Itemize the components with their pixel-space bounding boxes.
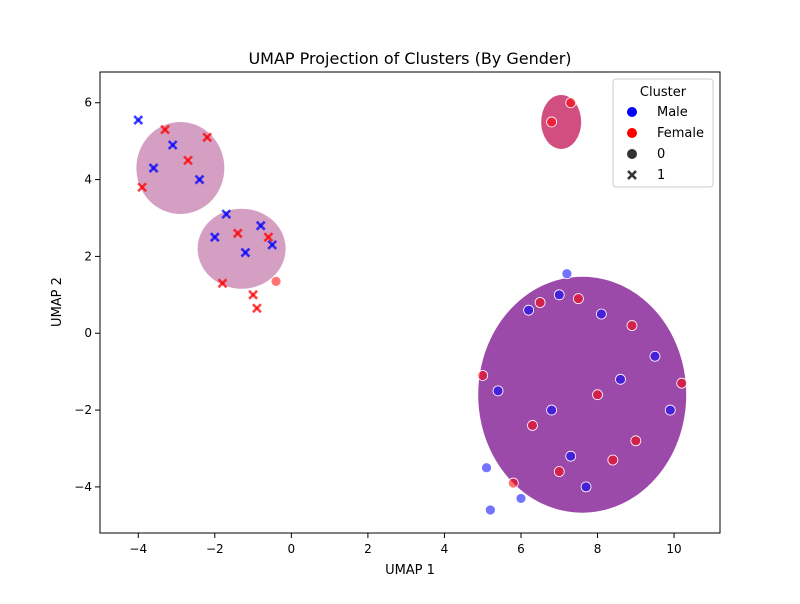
legend-marker-style-1: [627, 170, 637, 180]
data-point-female-cluster-0: [676, 377, 688, 389]
data-point-female-cluster-0: [553, 466, 565, 477]
data-point-male-cluster-1: [240, 247, 251, 258]
y-tick-label: −2: [74, 403, 92, 417]
data-point-female-cluster-0: [630, 435, 642, 447]
data-point-male-cluster-1: [148, 163, 159, 173]
data-point-male-cluster-0: [546, 404, 558, 416]
x-tick-label: 0: [288, 542, 296, 556]
y-tick-label: 0: [84, 326, 92, 340]
data-point-male-cluster-1: [209, 232, 220, 243]
x-tick-label: 2: [364, 542, 372, 556]
data-point-male-cluster-0: [481, 462, 492, 474]
legend-marker-female: [627, 128, 637, 138]
data-point-male-cluster-0: [484, 504, 496, 516]
data-point-female-cluster-1: [137, 182, 148, 193]
legend-label-female: Female: [657, 126, 704, 141]
x-tick-label: −2: [206, 542, 224, 556]
legend-label-male: Male: [657, 105, 688, 120]
data-point-female-cluster-0: [477, 370, 489, 381]
data-point-male-cluster-0: [515, 493, 527, 504]
x-tick-label: 8: [594, 542, 602, 556]
data-point-male-cluster-1: [221, 209, 232, 220]
y-tick-label: 2: [84, 249, 92, 263]
data-point-female-cluster-1: [251, 303, 262, 314]
y-tick-label: 4: [84, 173, 92, 187]
data-point-male-cluster-0: [492, 385, 504, 397]
data-points: [133, 97, 688, 516]
data-point-female-cluster-1: [263, 232, 274, 243]
data-point-male-cluster-1: [255, 220, 266, 231]
legend: Cluster Male Female 0 1: [612, 78, 714, 188]
legend-title: Cluster: [640, 85, 687, 100]
cluster-0-small-cloud: [541, 94, 582, 149]
data-point-male-cluster-0: [615, 373, 626, 385]
y-tick-label: −4: [74, 480, 92, 494]
legend-marker-style-0: [627, 149, 637, 159]
data-point-male-cluster-0: [595, 308, 607, 320]
density-clouds: [136, 94, 687, 513]
x-axis-label: UMAP 1: [385, 563, 435, 578]
data-point-male-cluster-1: [267, 239, 278, 250]
data-point-male-cluster-0: [565, 450, 577, 462]
data-point-female-cluster-0: [546, 116, 558, 128]
plot-frame: [99, 71, 721, 534]
x-tick-label: 10: [666, 542, 681, 556]
data-point-male-cluster-0: [523, 304, 535, 316]
data-point-male-cluster-1: [167, 140, 178, 150]
data-point-female-cluster-0: [527, 420, 538, 431]
data-point-male-cluster-0: [580, 481, 592, 493]
data-point-female-cluster-1: [202, 132, 213, 143]
data-point-female-cluster-0: [572, 293, 584, 305]
data-point-male-cluster-0: [553, 289, 565, 301]
data-point-female-cluster-0: [534, 297, 546, 308]
data-point-male-cluster-1: [194, 174, 205, 185]
data-point-female-cluster-0: [565, 97, 577, 109]
data-point-female-cluster-0: [507, 477, 519, 489]
x-tick-label: 4: [441, 542, 449, 556]
data-point-female-cluster-0: [270, 275, 282, 287]
y-axis-label: UMAP 2: [50, 277, 65, 327]
data-point-male-cluster-0: [664, 404, 676, 416]
data-point-male-cluster-0: [649, 350, 661, 362]
cluster-1-upper-cloud: [136, 122, 225, 215]
legend-marker-male: [627, 107, 637, 117]
data-point-male-cluster-0: [561, 268, 573, 280]
data-point-male-cluster-1: [133, 115, 144, 125]
x-axis: −4 −2 0 2 4 6 8 10: [129, 533, 682, 556]
data-point-female-cluster-1: [248, 289, 259, 300]
cluster-0-main-cloud: [478, 276, 687, 513]
data-point-female-cluster-1: [160, 124, 170, 135]
data-point-female-cluster-1: [217, 278, 228, 289]
data-point-female-cluster-0: [607, 454, 619, 466]
data-point-female-cluster-0: [626, 320, 638, 331]
data-point-female-cluster-1: [183, 155, 193, 166]
y-tick-label: 6: [84, 96, 92, 110]
data-point-female-cluster-1: [232, 228, 243, 239]
x-tick-label: 6: [517, 542, 525, 556]
legend-label-style-0: 0: [657, 147, 665, 162]
x-tick-label: −4: [129, 542, 147, 556]
y-axis: −4 −2 0 2 4 6: [74, 96, 100, 494]
chart-title: UMAP Projection of Clusters (By Gender): [248, 49, 571, 68]
data-point-female-cluster-0: [592, 389, 603, 401]
legend-box: [612, 78, 714, 188]
legend-label-style-1: 1: [657, 168, 665, 183]
